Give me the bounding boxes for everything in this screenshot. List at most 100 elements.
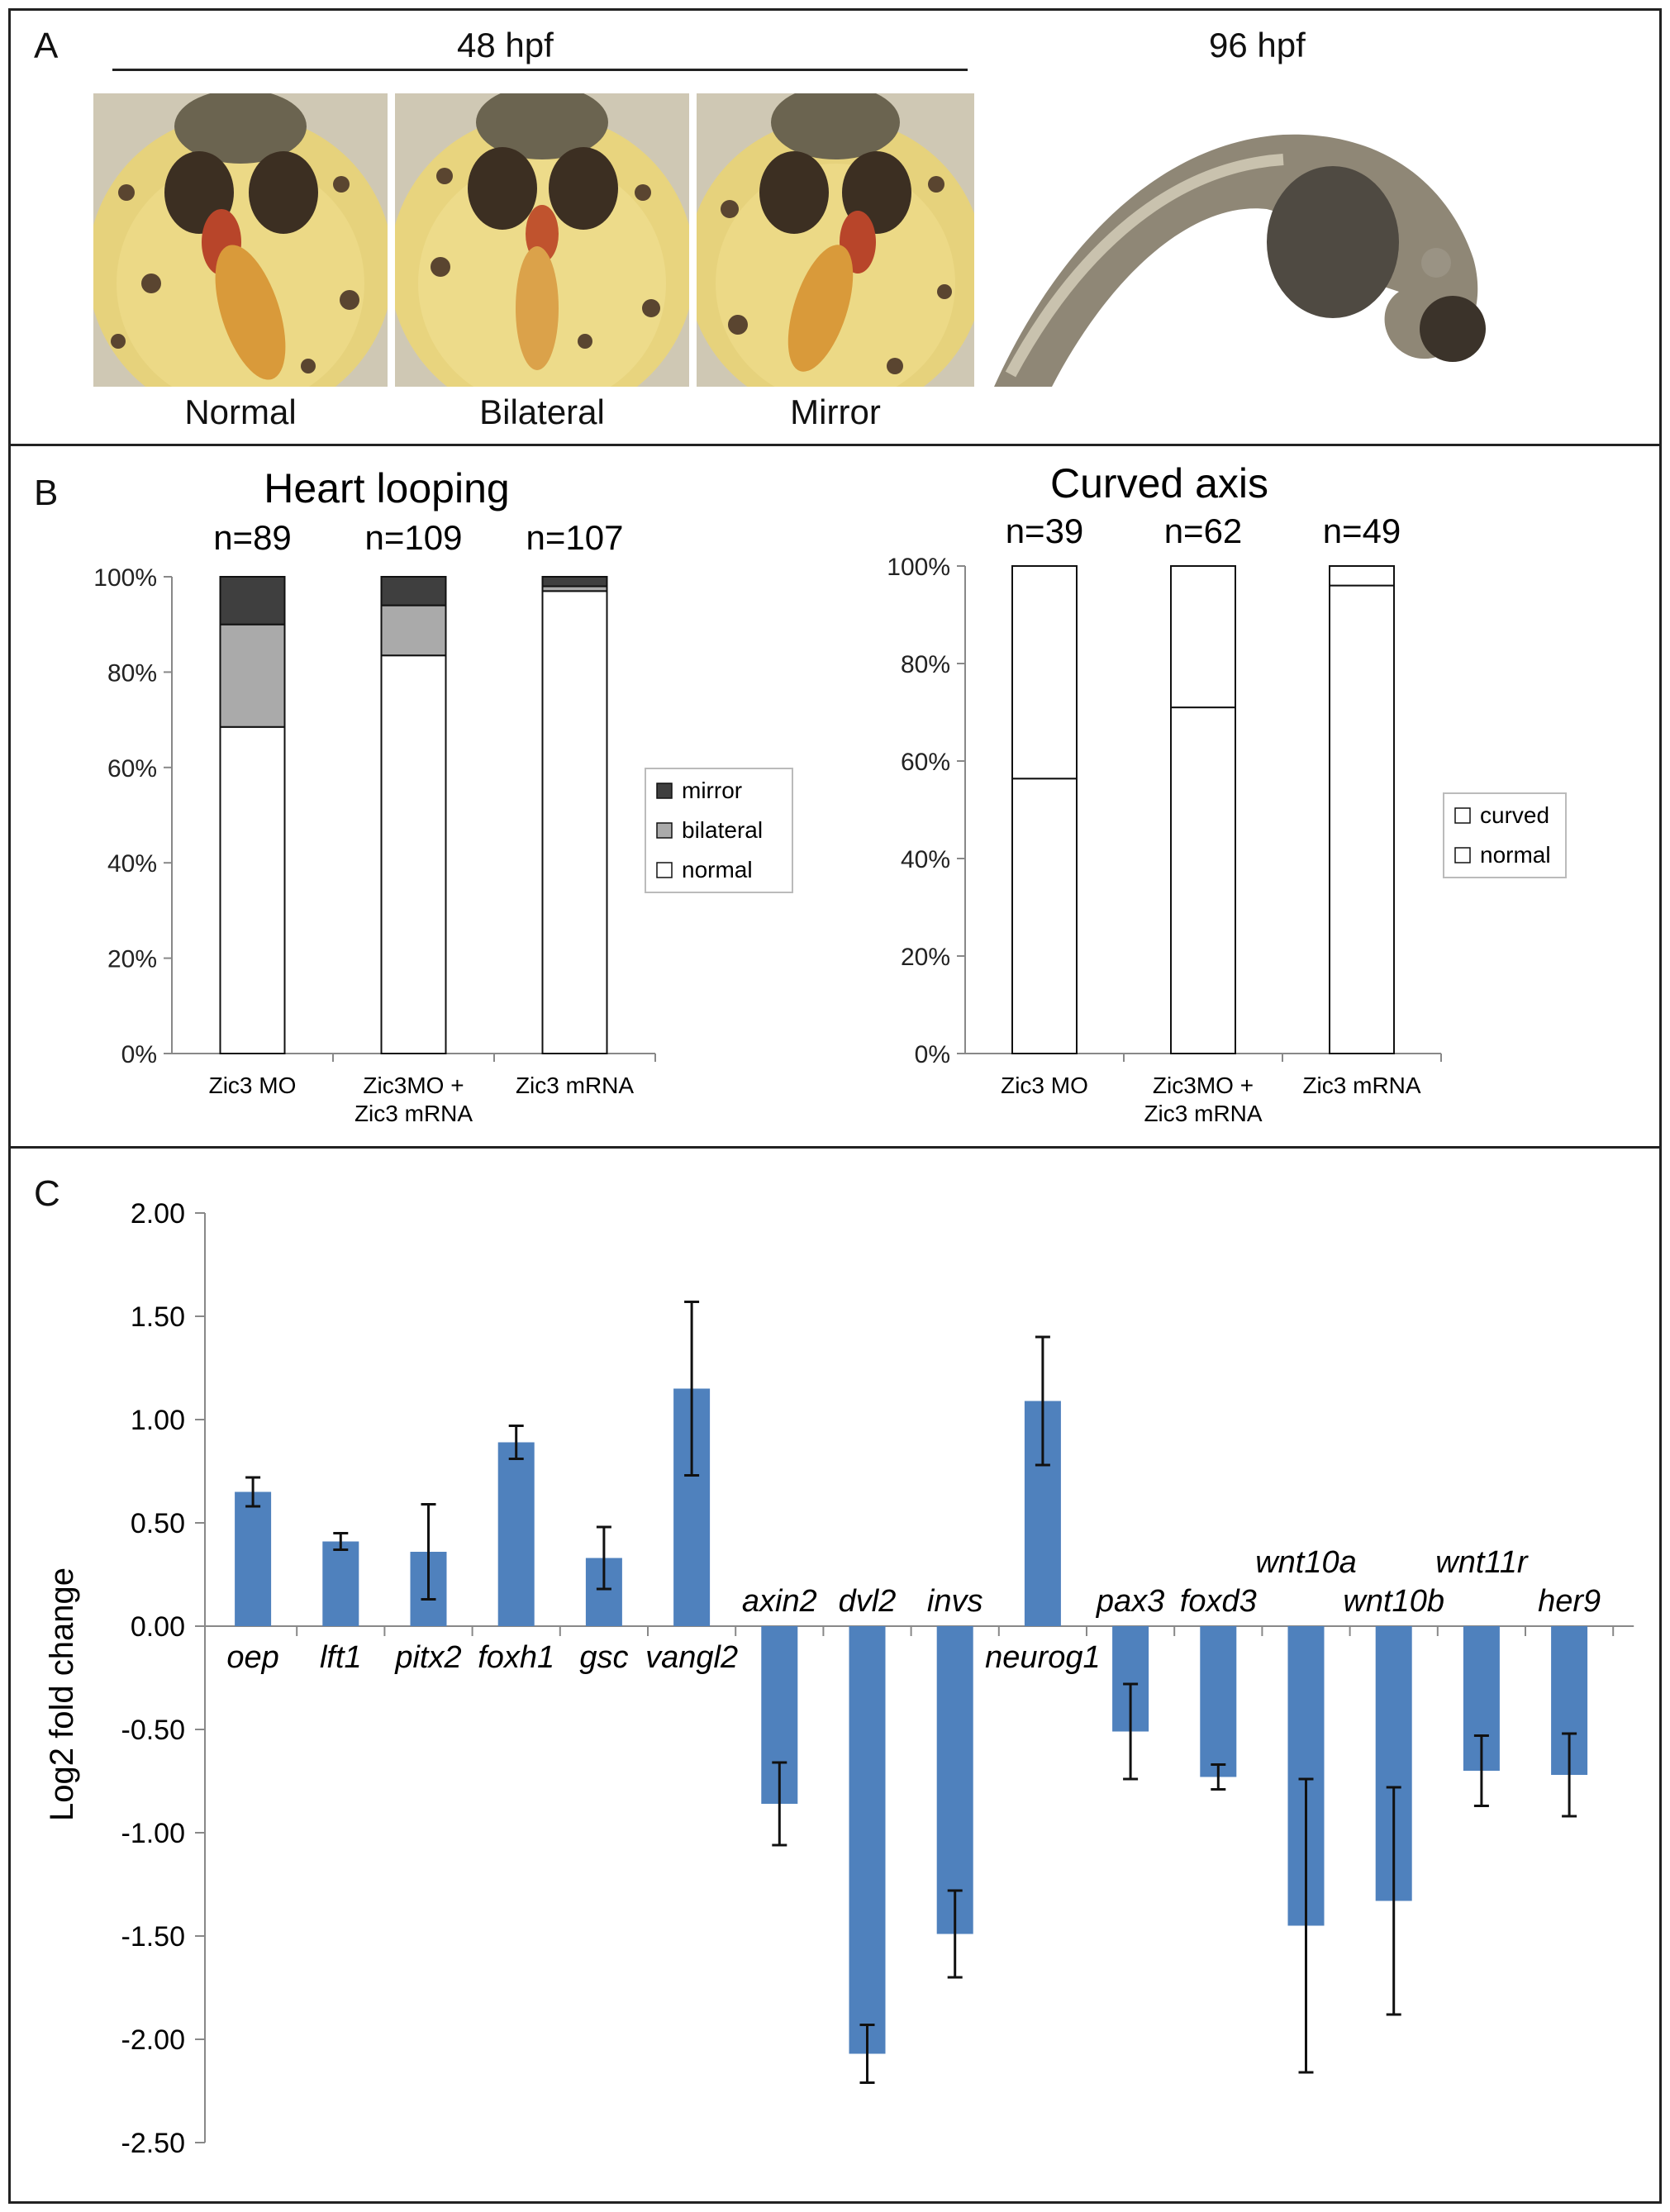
fold-ytick-label: 1.00 [131,1405,185,1436]
axis-n-label: n=49 [1323,511,1401,550]
fold-ytick-label: 0.50 [131,1508,185,1539]
fold-ytick-label: -1.00 [121,1818,186,1849]
fold-ytick-label: -1.50 [121,1921,186,1953]
log2-fold-change-chart: 2.00 1.50 1.00 0.50 0.00 -0.50 -1.00 -1.50 -2.00… [44,1198,1634,2159]
axis-category-label: Zic3 mRNA [1144,1101,1262,1126]
axis-category-label: Zic3 MO [1001,1073,1088,1098]
heart-n-label: n=109 [365,518,463,557]
heart-ytick-label: 20% [107,946,157,973]
heart-category-label: Zic3MO + [363,1073,464,1098]
header-48hpf: 48 hpf [457,26,554,64]
heart-n-label: n=89 [213,518,292,557]
axis-legend-swatch-normal [1454,847,1471,863]
axis-ytick-label: 20% [901,944,950,971]
axis-bar-curved [1329,565,1395,587]
fold-bar [936,1626,973,1934]
heart-category-label: Zic3 mRNA [516,1073,634,1098]
fold-gene-label: vangl2 [645,1640,738,1675]
caption-mirror: Mirror [790,392,881,431]
heart-legend-swatch-mirror [656,783,673,799]
embryo-photo-normal [93,93,388,387]
heart-looping-chart: Heart looping 0% 20% 40% 60% 80% 100% n=89 Zic3 … [93,465,793,1126]
heart-ytick-label: 0% [121,1041,157,1068]
heart-legend-label-mirror: mirror [682,778,742,803]
axis-ytick-label: 0% [915,1041,950,1068]
fold-gene-label: pitx2 [394,1640,461,1675]
axis-ytick-label: 80% [901,651,950,678]
axis-bar-normal [1170,706,1236,1054]
heart-n-label: n=107 [526,518,624,557]
heart-legend-label-normal: normal [682,857,753,882]
heart-bar-normal [219,725,286,1054]
heart-ytick-label: 40% [107,850,157,878]
fold-bar [497,1442,535,1626]
caption-normal: Normal [184,392,297,431]
fold-gene-label: pax3 [1096,1584,1164,1619]
heart-ytick-label: 100% [93,564,157,592]
heart-bar-normal [380,654,447,1055]
fold-gene-label: her9 [1538,1584,1601,1619]
panel-b-letter: B [34,473,59,513]
heart-bar-mirror [219,576,286,626]
axis-n-label: n=62 [1164,511,1243,550]
fold-ytick-label: -2.50 [121,2128,186,2159]
fold-gene-label: foxh1 [478,1640,554,1675]
panel-c-letter: C [34,1173,60,1214]
heart-bar-mirror [541,576,608,587]
embryo-photo-mirror [697,93,974,387]
axis-legend-swatch-curved [1454,807,1471,824]
axis-ytick-label: 60% [901,749,950,776]
heart-bar-mirror [380,576,447,607]
fold-bar [322,1541,359,1626]
axis-ytick-label: 40% [901,846,950,873]
axis-title: Curved axis [1050,460,1268,507]
axis-legend-label-curved: curved [1480,802,1549,828]
panel-b: B Heart looping 0% 20% 40% 60% 80% 100% n=89 Zic… [8,444,1662,1149]
fold-gene-label: oep [226,1640,278,1675]
larva-photo-96hpf [986,93,1539,387]
axis-bar-curved [1011,565,1078,780]
fold-ytick-label: -0.50 [121,1715,186,1746]
axis-bar-normal [1329,584,1395,1055]
fold-bar [235,1491,272,1626]
header-96hpf: 96 hpf [1209,26,1306,64]
fold-ytick-label: -2.00 [121,2024,186,2056]
axis-legend-label-normal: normal [1480,842,1551,868]
heart-ytick-label: 80% [107,659,157,687]
fold-gene-label: wnt10a [1255,1545,1357,1580]
axis-category-label: Zic3 mRNA [1302,1073,1420,1098]
heart-category-label: Zic3 MO [209,1073,297,1098]
caption-bilateral: Bilateral [479,392,605,431]
panel-a-letter: A [34,26,59,66]
panel-a: A 48 hpf 96 hpf [8,8,1662,446]
heart-bar-bilateral [219,623,286,728]
axis-bar-curved [1170,565,1236,709]
axis-legend-box [1443,792,1567,878]
fold-gene-label: wnt11r [1435,1545,1529,1580]
fold-gene-label: invs [927,1584,983,1619]
embryo-photo-bilateral [395,93,689,387]
heart-ytick-label: 60% [107,755,157,783]
axis-category-label: Zic3MO + [1153,1073,1254,1098]
fold-ytick-label: 1.50 [131,1301,185,1333]
axis-n-label: n=39 [1006,511,1084,550]
heart-legend-swatch-normal [656,862,673,878]
fold-ylabel: Log2 fold change [44,1567,80,1821]
fold-gene-label: gsc [579,1640,628,1675]
fold-bar [849,1626,886,2054]
heart-bar-normal [541,590,608,1054]
heart-legend-swatch-bilateral [656,822,673,839]
heart-title: Heart looping [264,465,509,511]
axis-ytick-label: 100% [887,554,950,581]
fold-ytick-label: 2.00 [131,1198,185,1230]
heart-legend-label-bilateral: bilateral [682,817,763,843]
curved-axis-chart: Curved axis 0% 20% 40% 60% 80% 100% n=39 Zic3 MO… [887,460,1567,1126]
time-bracket-line [112,69,968,71]
fold-gene-label: lft1 [320,1640,362,1675]
fold-gene-label: dvl2 [839,1584,897,1619]
heart-bar-bilateral [380,604,447,657]
fold-gene-label: foxd3 [1180,1584,1257,1619]
fold-ytick-label: 0.00 [131,1611,185,1643]
fold-gene-label: neurog1 [985,1640,1100,1675]
heart-category-label: Zic3 mRNA [354,1101,473,1126]
